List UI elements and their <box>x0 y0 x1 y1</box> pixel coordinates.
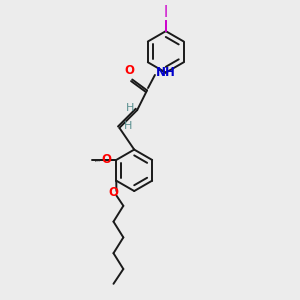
Text: I: I <box>164 5 168 20</box>
Text: NH: NH <box>156 66 176 79</box>
Text: O: O <box>109 185 118 199</box>
Text: methoxy: methoxy <box>94 161 101 162</box>
Text: O: O <box>101 153 111 166</box>
Text: H: H <box>125 103 134 113</box>
Text: O: O <box>125 64 135 77</box>
Text: H: H <box>124 121 132 131</box>
